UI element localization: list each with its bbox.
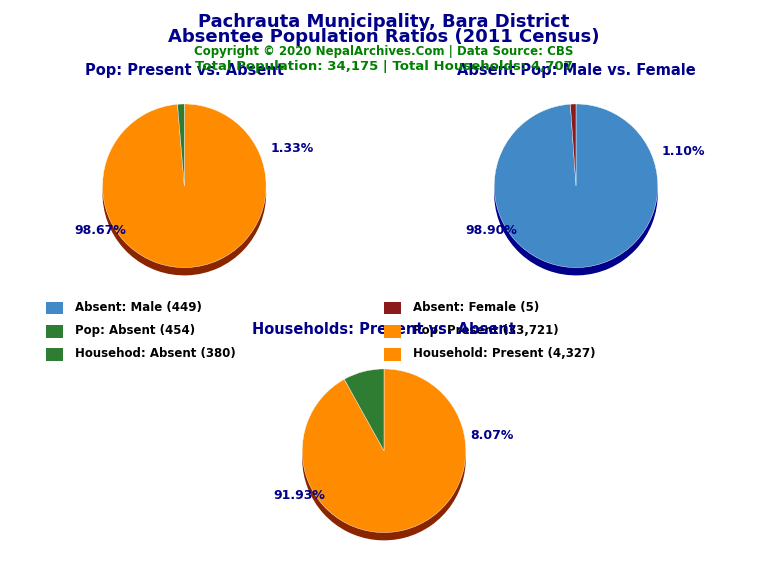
Text: Pachrauta Municipality, Bara District: Pachrauta Municipality, Bara District (198, 13, 570, 31)
Text: 1.10%: 1.10% (662, 145, 705, 158)
Text: 91.93%: 91.93% (273, 489, 326, 502)
Wedge shape (571, 112, 576, 194)
Text: 98.90%: 98.90% (465, 224, 518, 237)
Wedge shape (344, 369, 384, 450)
Wedge shape (103, 104, 266, 267)
Wedge shape (177, 104, 184, 185)
Text: Copyright © 2020 NepalArchives.Com | Data Source: CBS: Copyright © 2020 NepalArchives.Com | Dat… (194, 45, 574, 58)
Title: Pop: Present vs. Absent: Pop: Present vs. Absent (84, 63, 284, 78)
Title: Absent Pop: Male vs. Female: Absent Pop: Male vs. Female (457, 63, 695, 78)
Wedge shape (303, 369, 465, 532)
Text: 1.33%: 1.33% (270, 142, 313, 156)
Text: Households: Present vs. Absent: Households: Present vs. Absent (252, 322, 516, 337)
Text: Househod: Absent (380): Househod: Absent (380) (75, 347, 236, 359)
Wedge shape (303, 377, 465, 540)
Wedge shape (495, 104, 657, 267)
Wedge shape (571, 104, 576, 185)
Text: Pop: Absent (454): Pop: Absent (454) (75, 324, 195, 336)
Wedge shape (177, 112, 184, 194)
Wedge shape (103, 112, 266, 275)
Text: Total Population: 34,175 | Total Households: 4,707: Total Population: 34,175 | Total Househo… (195, 60, 573, 74)
Text: Absent: Female (5): Absent: Female (5) (413, 301, 539, 313)
Text: Absentee Population Ratios (2011 Census): Absentee Population Ratios (2011 Census) (168, 28, 600, 46)
Text: 98.67%: 98.67% (74, 224, 126, 237)
Text: 8.07%: 8.07% (470, 430, 513, 442)
Text: Household: Present (4,327): Household: Present (4,327) (413, 347, 596, 359)
Wedge shape (495, 112, 657, 275)
Text: Pop: Present (33,721): Pop: Present (33,721) (413, 324, 559, 336)
Text: Absent: Male (449): Absent: Male (449) (75, 301, 202, 313)
Wedge shape (344, 377, 384, 458)
